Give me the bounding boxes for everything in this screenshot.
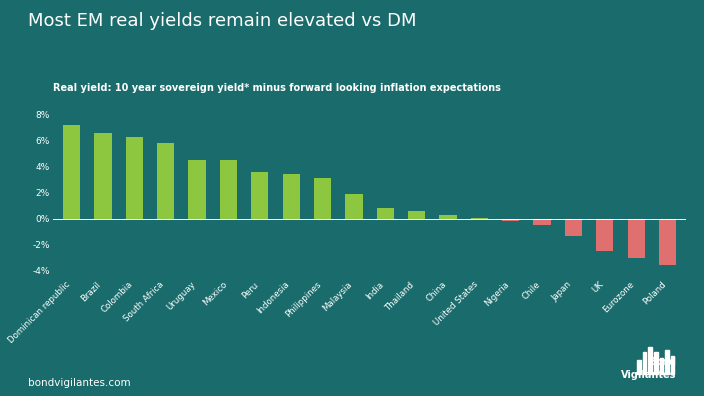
Bar — [189, 160, 206, 219]
Bar — [502, 219, 520, 221]
Bar — [314, 178, 331, 219]
Bar — [659, 219, 677, 265]
Bar — [251, 172, 268, 219]
Bar — [94, 133, 112, 219]
Text: bondvigilantes.com: bondvigilantes.com — [28, 378, 131, 388]
Bar — [596, 219, 613, 251]
Bar — [220, 160, 237, 219]
Bar — [345, 194, 363, 219]
Bar — [377, 208, 394, 219]
Text: Bond
Vigilantes: Bond Vigilantes — [620, 357, 676, 380]
Bar — [157, 143, 175, 219]
Bar — [534, 219, 551, 225]
Bar — [408, 211, 425, 219]
Bar — [126, 137, 143, 219]
Bar — [565, 219, 582, 236]
Bar — [439, 215, 457, 219]
Bar — [63, 125, 80, 219]
Bar — [627, 219, 645, 258]
Text: Most EM real yields remain elevated vs DM: Most EM real yields remain elevated vs D… — [28, 12, 417, 30]
Text: Real yield: 10 year sovereign yield* minus forward looking inflation expectation: Real yield: 10 year sovereign yield* min… — [53, 83, 501, 93]
Bar — [282, 175, 300, 219]
